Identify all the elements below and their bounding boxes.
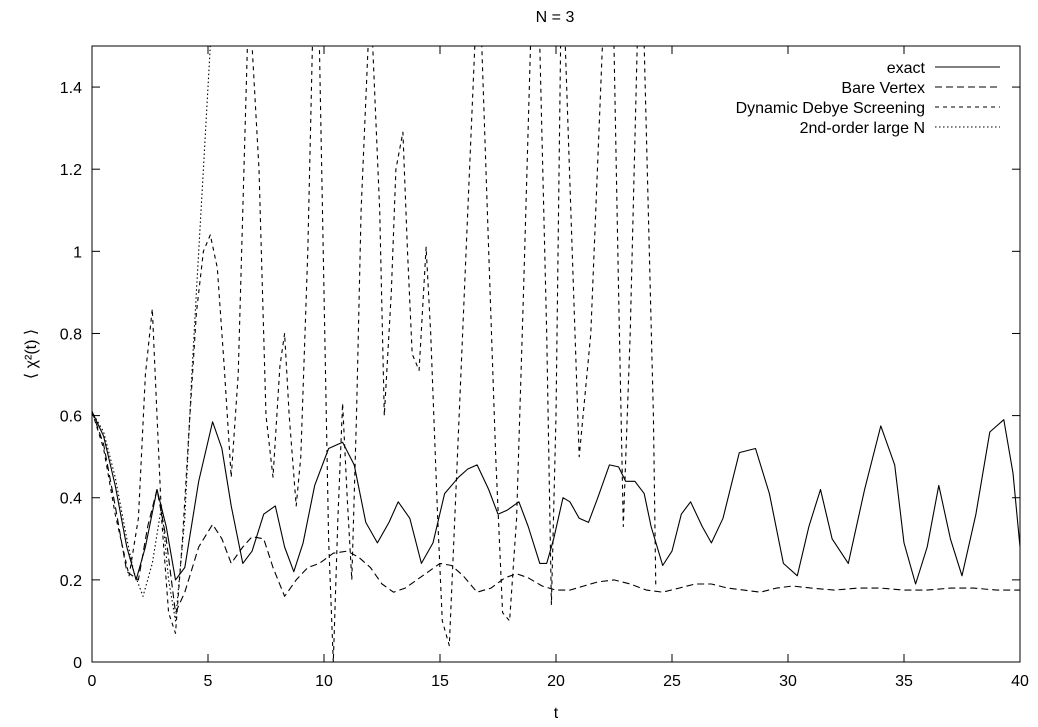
y-tick-label: 0.2 — [60, 573, 82, 590]
x-tick-label: 35 — [895, 673, 913, 690]
series-line-bare-vertex — [92, 411, 1020, 614]
y-tick-label: 1.2 — [60, 162, 82, 179]
series-layer — [92, 46, 1020, 662]
y-tick-label: 0.4 — [60, 491, 82, 508]
series-line-exact — [92, 411, 1020, 585]
y-tick-label: 0.8 — [60, 326, 82, 343]
x-axis: 0 5 10 15 20 25 30 35 40 — [88, 46, 1029, 690]
x-tick-label: 30 — [779, 673, 797, 690]
legend: exact Bare Vertex Dynamic Debye Screening 2… — [736, 60, 1000, 137]
y-axis-label: ⟨ χ²(t) ⟩ — [23, 329, 40, 379]
legend-label: 2nd-order large N — [800, 120, 925, 137]
legend-label: Dynamic Debye Screening — [736, 100, 925, 117]
x-tick-label: 40 — [1011, 673, 1029, 690]
x-tick-label: 5 — [204, 673, 213, 690]
y-tick-label: 1 — [73, 244, 82, 261]
y-tick-label: 1.4 — [60, 80, 82, 97]
legend-label: exact — [887, 60, 926, 77]
plot-frame — [91, 45, 1021, 663]
x-tick-label: 20 — [547, 673, 565, 690]
y-axis: 0 0.2 0.4 0.6 0.8 1 1.2 1.4 — [60, 80, 1020, 672]
x-tick-label: 10 — [315, 673, 333, 690]
y-tick-label: 0.6 — [60, 409, 82, 426]
x-axis-label: t — [554, 705, 559, 722]
x-tick-label: 0 — [88, 673, 97, 690]
series-line-dynamic-debye-screening — [92, 46, 657, 662]
x-tick-label: 25 — [663, 673, 681, 690]
legend-label: Bare Vertex — [841, 80, 925, 97]
series-line-2nd-order-large-n — [92, 46, 211, 622]
x-tick-label: 15 — [431, 673, 449, 690]
chart-title: N = 3 — [536, 9, 575, 26]
y-tick-label: 0 — [73, 655, 82, 672]
